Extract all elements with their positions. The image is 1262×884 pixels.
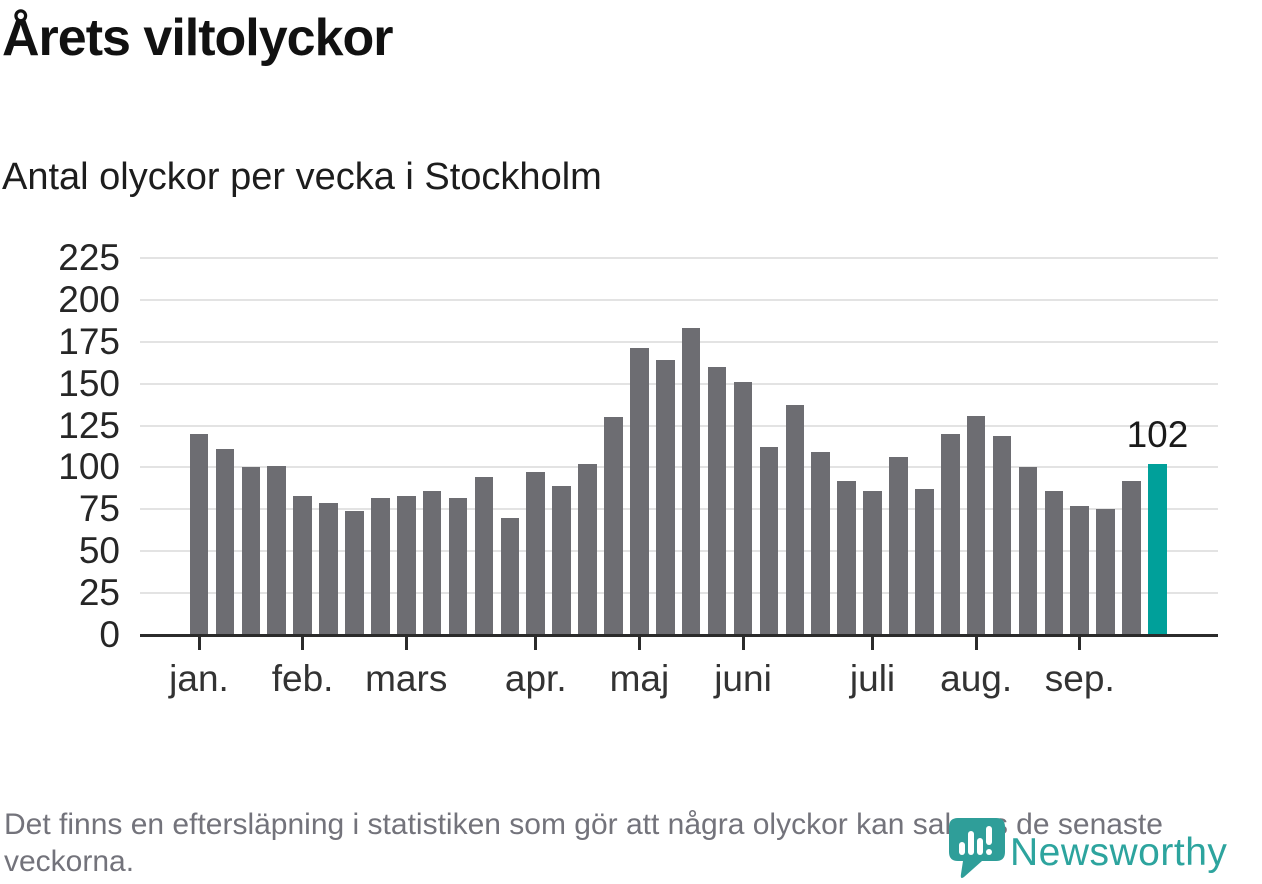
x-tick-juni [741, 637, 745, 650]
bar-week-36 [1096, 509, 1115, 635]
x-tick-maj [637, 637, 641, 650]
bar-week-11 [448, 497, 468, 635]
bar-week-23 [759, 447, 779, 635]
x-axis-line [140, 634, 1218, 637]
bar-week-6 [319, 502, 338, 635]
bar-week-29 [915, 489, 934, 635]
x-tick-jan [197, 637, 201, 650]
bar-week-19 [655, 360, 675, 635]
bar-week-14 [526, 472, 546, 635]
x-tick-sep [1078, 637, 1082, 650]
x-tick-feb [301, 637, 305, 650]
gridline-50 [140, 550, 1218, 553]
bar-week-38 [1148, 464, 1167, 635]
gridline-150 [140, 382, 1218, 385]
bar-week-13 [500, 517, 520, 635]
y-tick-label-50: 50 [78, 530, 120, 572]
x-tick-aug [974, 637, 978, 650]
x-tick-label-juni: juni [714, 658, 772, 699]
bar-week-3 [241, 467, 261, 635]
bar-week-34 [1044, 490, 1064, 635]
y-tick-label-0: 0 [99, 614, 120, 655]
gridline-175 [140, 340, 1218, 343]
bar-week-22 [733, 381, 753, 635]
gridline-25 [140, 592, 1218, 595]
x-tick-juli [871, 637, 875, 650]
newsworthy-logo-icon [949, 818, 1005, 878]
bar-week-25 [811, 452, 830, 635]
x-tick-apr [534, 637, 538, 650]
x-tick-label-maj: maj [609, 658, 670, 699]
bar-week-20 [681, 328, 701, 635]
x-tick-mars [404, 637, 408, 650]
bar-week-10 [422, 490, 442, 635]
x-tick-label-juli: juli [849, 658, 896, 699]
bar-week-30 [940, 433, 960, 635]
x-tick-label-apr: apr. [504, 658, 567, 699]
bar-week-5 [293, 495, 312, 635]
bar-week-35 [1070, 505, 1090, 635]
bar-week-9 [396, 495, 416, 635]
x-tick-label-aug: aug. [940, 658, 1013, 699]
gridline-100 [140, 466, 1218, 469]
y-tick-label-25: 25 [78, 572, 120, 614]
chart-title: Årets viltolyckor [2, 9, 393, 67]
bar-week-27 [863, 490, 882, 635]
y-tick-label-150: 150 [58, 362, 120, 404]
chart-subtitle: Antal olyckor per vecka i Stockholm [2, 156, 602, 198]
bar-week-1 [189, 433, 209, 635]
gridline-75 [140, 508, 1218, 511]
brand-name: Newsworthy [1010, 831, 1228, 874]
bar-week-28 [889, 457, 908, 635]
x-tick-label-mars: mars [365, 658, 448, 699]
y-tick-label-125: 125 [58, 404, 120, 446]
y-tick-label-75: 75 [78, 488, 120, 530]
bar-week-18 [630, 348, 649, 635]
bar-week-15 [552, 485, 571, 635]
bar-week-4 [267, 465, 286, 635]
bar-week-17 [604, 417, 623, 635]
bar-week-37 [1122, 480, 1141, 635]
bar-week-32 [992, 435, 1012, 635]
bar-week-12 [474, 477, 494, 635]
bar-week-26 [837, 480, 856, 635]
highlight-value-label: 102 [1126, 414, 1189, 456]
bar-week-21 [707, 366, 727, 635]
gridline-225 [140, 257, 1218, 259]
bar-week-33 [1018, 467, 1038, 635]
bar-week-16 [578, 464, 597, 635]
y-tick-label-200: 200 [58, 278, 120, 320]
bar-week-7 [345, 511, 364, 635]
gridline-200 [140, 298, 1218, 301]
gridline-125 [140, 424, 1218, 427]
bar-week-8 [371, 497, 390, 635]
bar-week-24 [785, 405, 805, 635]
y-tick-label-175: 175 [58, 320, 120, 362]
x-tick-label-feb: feb. [271, 658, 334, 699]
bar-week-2 [215, 449, 235, 635]
x-tick-label-jan: jan. [169, 658, 229, 699]
x-tick-label-sep: sep. [1044, 658, 1115, 699]
y-tick-label-100: 100 [58, 446, 120, 488]
y-tick-label-225: 225 [58, 237, 120, 278]
brand-lockup: Newsworthy [948, 817, 1262, 879]
bar-week-31 [966, 415, 986, 635]
